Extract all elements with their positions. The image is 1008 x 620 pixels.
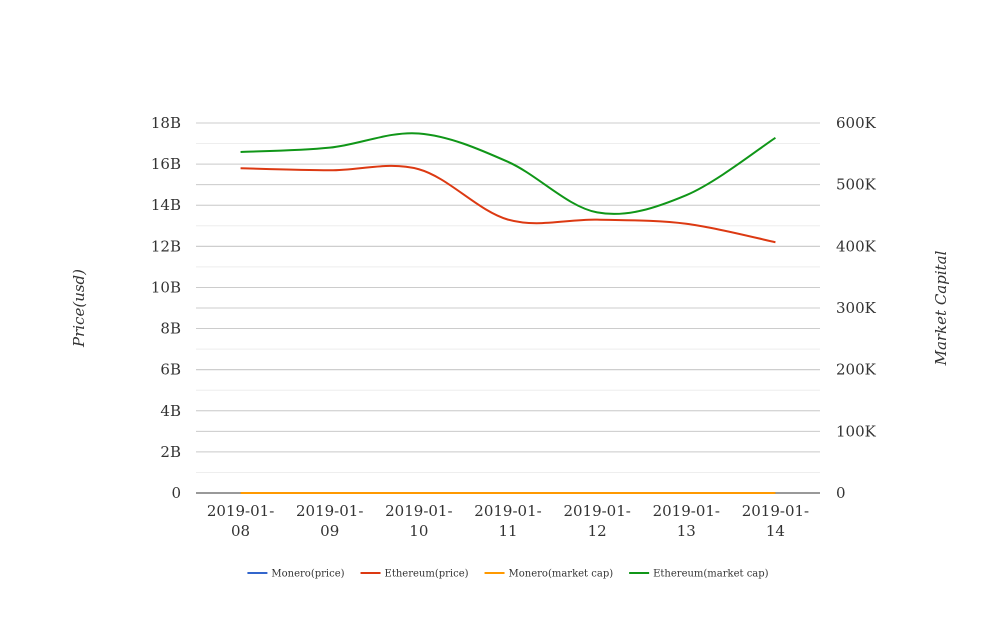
y-tick-label-left: 12B <box>151 237 181 255</box>
y-tick-label-left: 2B <box>160 443 181 461</box>
legend-label-ethereum-market-cap: Ethereum(market cap) <box>653 569 769 580</box>
y-tick-label-right: 400K <box>836 237 877 255</box>
y-tick-label-right: 0 <box>836 484 846 502</box>
series-line-ethereum-price <box>240 164 776 244</box>
y-tick-label-right: 200K <box>836 361 877 379</box>
legend-label-monero-price: Monero(price) <box>271 569 344 580</box>
x-tick-label: 2019-01-12 <box>563 502 630 540</box>
x-tick-label: 2019-01-08 <box>207 502 274 540</box>
y-tick-label-left: 18B <box>151 114 181 132</box>
y-tick-label-left: 14B <box>151 196 181 214</box>
y-tick-label-left: 16B <box>151 155 181 173</box>
x-tick-label: 2019-01-13 <box>653 502 720 540</box>
y-axis-title-right: Market Capital <box>932 250 950 366</box>
x-tick-label: 2019-01-11 <box>474 502 541 540</box>
legend-label-monero-market-cap: Monero(market cap) <box>509 569 614 580</box>
y-tick-label-right: 300K <box>836 299 877 317</box>
legend[interactable]: Monero(price) Ethereum(price) Monero(marke… <box>247 569 769 580</box>
gridlines <box>196 122 820 494</box>
y-tick-label-left: 0 <box>171 484 181 502</box>
x-tick-label: 2019-01-09 <box>296 502 363 540</box>
y-axis-title-left: Price(usd) <box>70 269 88 348</box>
y-tick-label-right: 600K <box>836 114 877 132</box>
y-tick-label-left: 4B <box>160 402 181 420</box>
x-tick-label: 2019-01-10 <box>385 502 452 540</box>
axes: 0 2B 4B 6B 8B 10B 12B 14B 16B 18B 0 100K 200K 300K 400… <box>151 114 877 540</box>
y-tick-label-right: 100K <box>836 422 877 440</box>
y-tick-label-left: 6B <box>160 361 181 379</box>
series-line-ethereum-market-cap <box>240 132 776 215</box>
x-tick-label: 2019-01-14 <box>742 502 809 540</box>
y-tick-label-left: 10B <box>151 278 181 296</box>
y-tick-label-left: 8B <box>160 320 181 338</box>
y-tick-label-right: 500K <box>836 176 877 194</box>
legend-label-ethereum-price: Ethereum(price) <box>385 569 469 580</box>
series-lines <box>240 132 776 495</box>
